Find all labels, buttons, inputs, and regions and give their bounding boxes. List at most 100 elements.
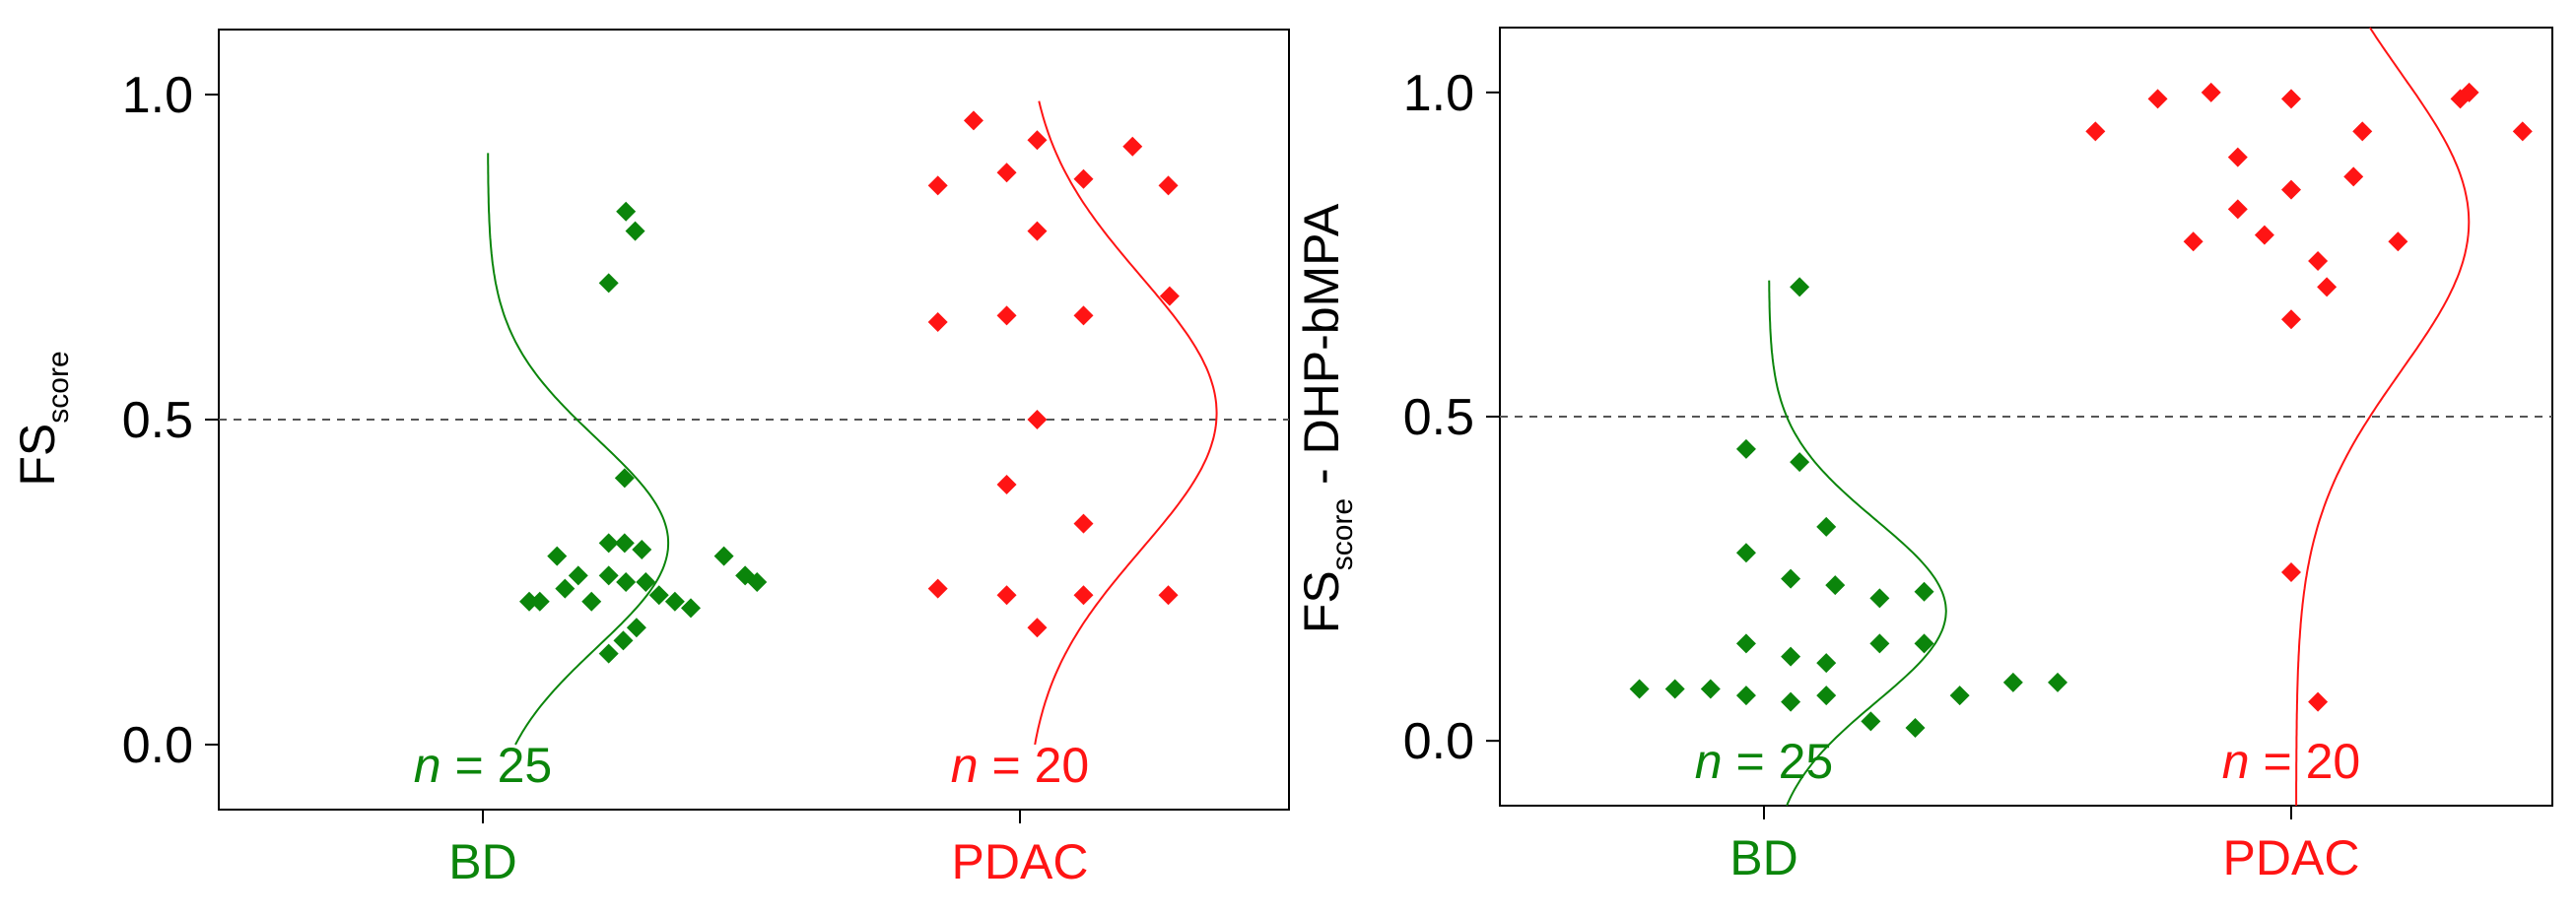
data-point-bd [1781, 691, 1801, 712]
data-point-pdac [1027, 618, 1048, 638]
data-point-pdac [996, 475, 1017, 494]
data-point-pdac [996, 585, 1017, 606]
data-point-pdac [2147, 89, 2168, 109]
data-point-bd [1781, 568, 1801, 589]
data-point-pdac [927, 312, 948, 332]
data-point-pdac [2308, 691, 2329, 712]
y-axis-label-subscript: score [1326, 498, 1359, 570]
series-pdac: n = 20 [927, 100, 1218, 793]
data-point-pdac [2281, 179, 2301, 200]
data-point-pdac [2308, 251, 2329, 271]
data-point-bd [616, 572, 637, 592]
n-label-italic: n [2222, 734, 2250, 789]
data-point-pdac [1073, 585, 1094, 606]
data-point-bd [1869, 633, 1890, 654]
n-label-italic: n [414, 738, 441, 793]
data-point-bd [1869, 588, 1890, 609]
data-point-bd [529, 591, 550, 612]
data-point-pdac [1073, 305, 1094, 326]
y-tick-label: 0.5 [1403, 389, 1474, 446]
data-point-bd [598, 273, 619, 294]
data-point-bd [636, 572, 656, 592]
data-point-bd [598, 533, 619, 554]
data-point-bd [1735, 543, 1756, 563]
x-tick-label-pdac: PDAC [2223, 830, 2360, 885]
data-point-bd [519, 591, 540, 612]
n-label-bd: n = 25 [414, 738, 552, 793]
series-bd: n = 25 [1629, 277, 2068, 807]
y-tick-label: 1.0 [122, 67, 193, 124]
data-point-bd [1816, 686, 1837, 706]
data-point-pdac [1122, 136, 1143, 157]
series-bd: n = 25 [414, 153, 768, 793]
data-point-bd [1629, 679, 1650, 699]
data-point-pdac [927, 175, 948, 196]
data-point-pdac [1158, 585, 1179, 606]
data-point-bd [568, 565, 588, 586]
n-label-pdac: n = 20 [2222, 734, 2360, 789]
n-label-value: = 25 [1723, 734, 1834, 789]
data-point-pdac [1073, 513, 1094, 534]
n-label-value: = 20 [2250, 734, 2361, 789]
data-point-pdac [1027, 221, 1048, 241]
data-point-bd [1816, 653, 1837, 674]
data-point-bd [1735, 686, 1756, 706]
data-point-pdac [1027, 410, 1048, 429]
series-pdac: n = 20 [2085, 27, 2533, 806]
data-point-pdac [996, 305, 1017, 326]
data-point-bd [1914, 581, 1934, 602]
data-point-bd [1700, 679, 1721, 699]
y-axis-label-main: FS [10, 424, 65, 487]
data-point-bd [2002, 672, 2023, 692]
data-point-bd [626, 618, 646, 638]
y-axis-label-main: FS [1294, 570, 1349, 633]
data-point-bd [613, 630, 634, 651]
data-point-pdac [927, 578, 948, 599]
data-point-bd [1735, 633, 1756, 654]
data-point-bd [1664, 679, 1685, 699]
data-point-bd [681, 598, 702, 619]
data-point-bd [1914, 633, 1934, 654]
n-label-bd: n = 25 [1695, 734, 1833, 789]
data-point-pdac [2512, 121, 2533, 142]
data-point-bd [1825, 575, 1846, 596]
data-point-bd [1861, 711, 1881, 732]
distribution-curve [487, 153, 670, 746]
data-point-bd [2047, 672, 2068, 692]
data-point-pdac [963, 110, 983, 131]
data-point-bd [713, 546, 734, 566]
data-point-pdac [2183, 231, 2203, 252]
data-point-bd [598, 565, 619, 586]
data-point-bd [1735, 438, 1756, 459]
n-label-value: = 25 [441, 738, 553, 793]
data-point-bd [614, 468, 635, 489]
data-point-pdac [2227, 199, 2248, 220]
n-label-value: = 20 [979, 738, 1090, 793]
x-tick-label-bd: BD [1729, 830, 1797, 885]
data-point-pdac [2459, 82, 2479, 102]
data-point-pdac [2388, 231, 2408, 252]
x-tick-label-bd: BD [448, 834, 516, 889]
distribution-curve [2295, 27, 2471, 806]
y-tick-label: 0.0 [1403, 713, 1474, 770]
data-point-pdac [1159, 286, 1180, 306]
y-axis-label: FSscore - DHP-bMPA [1294, 203, 1359, 633]
y-axis-label: FSscore [10, 351, 75, 486]
data-point-pdac [2201, 82, 2221, 102]
data-point-bd [1949, 686, 1970, 706]
data-point-bd [648, 585, 669, 606]
data-point-pdac [1027, 130, 1048, 151]
y-axis-label-suffix: - DHP-bMPA [1294, 203, 1349, 498]
y-tick-label: 0.0 [122, 717, 193, 774]
data-point-bd [747, 572, 768, 592]
data-point-bd [1790, 277, 1810, 297]
data-point-bd [598, 643, 619, 664]
data-point-pdac [2343, 166, 2364, 187]
data-point-pdac [2085, 121, 2106, 142]
distribution-curve [1768, 280, 1947, 807]
data-point-bd [664, 591, 685, 612]
n-label-italic: n [1695, 734, 1723, 789]
data-point-bd [1781, 646, 1801, 667]
